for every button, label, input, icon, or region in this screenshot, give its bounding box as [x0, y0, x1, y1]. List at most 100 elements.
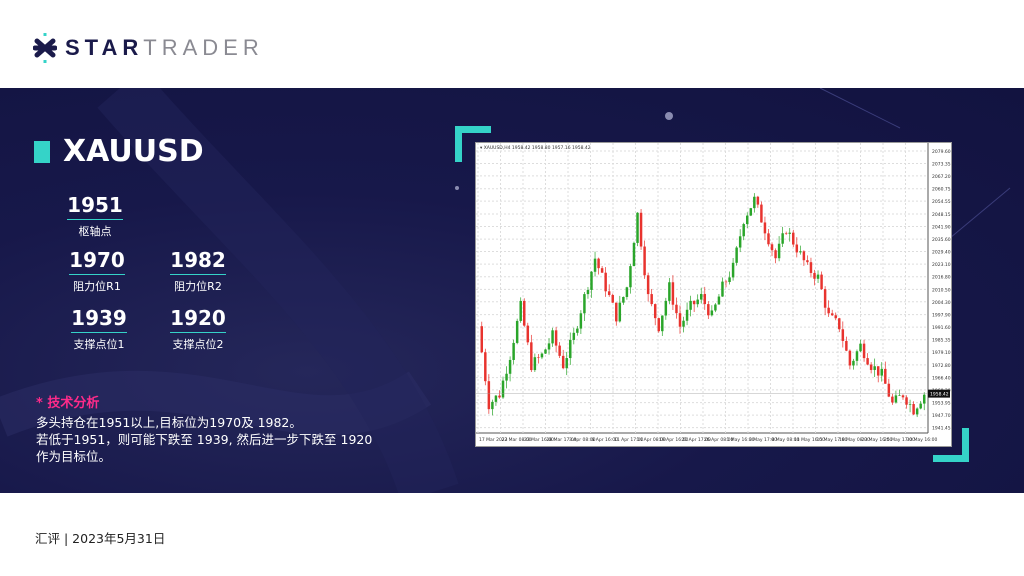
candle-body [735, 247, 738, 263]
candle-body [873, 366, 876, 370]
candle-body [583, 294, 586, 314]
candle-body [494, 395, 498, 402]
candle-body [519, 300, 522, 321]
s1-level: 1939 支撑点位1 [64, 306, 134, 352]
candle-body [561, 355, 565, 369]
candle-body [753, 196, 756, 209]
candle-body [657, 318, 660, 332]
corner-bracket [933, 455, 969, 462]
candle-body [636, 212, 639, 243]
r2-level: 1982 阻力位R2 [163, 248, 233, 294]
symbol-marker [34, 141, 50, 163]
y-tick-label: 2060.75 [932, 187, 951, 193]
x-tick-label: 23 Mar 16:00 [524, 437, 554, 443]
candle-body [530, 342, 533, 371]
level-value: 1939 [71, 306, 127, 333]
level-value: 1970 [69, 248, 125, 275]
analysis-line: 若低于1951，则可能下跌至 1939, 然后进一步下跌至 1920 [36, 432, 373, 447]
corner-bracket [455, 126, 462, 162]
candle-body [717, 296, 721, 305]
candle-body [487, 381, 491, 410]
brand-light: TRADER [143, 35, 264, 60]
x-tick-label: 17 Mar 2023 [479, 437, 508, 443]
x-tick-label: 3 Apr 08:00 [569, 437, 596, 443]
chart-header: ▾ XAUUSD,H4 1958.42 1958.80 1957.16 1958… [480, 145, 591, 151]
candle-body [788, 232, 791, 234]
candle-body [480, 326, 484, 353]
candle-body [823, 289, 827, 308]
candle-body [703, 293, 707, 305]
candle-body [668, 282, 671, 301]
candle-body [498, 395, 501, 398]
candle-body [565, 358, 568, 369]
x-tick-label: 6 Apr 16:00 [592, 437, 619, 443]
candle-body [586, 289, 590, 295]
candle-body [639, 212, 643, 247]
candle-body [912, 404, 915, 415]
x-tick-label: 26 Apr 08:00 [704, 437, 733, 443]
candle-body [746, 215, 749, 225]
x-tick-label: 18 May 08:00 [839, 437, 870, 443]
x-tick-label: 11 Apr 17:00 [614, 437, 643, 443]
candle-body [891, 396, 894, 403]
x-tick-label: 14 Apr 08:00 [637, 437, 666, 443]
candle-body [526, 325, 530, 343]
analysis-line: 多头持仓在1951以上,目标位为1970及 1982。 [36, 415, 302, 430]
candle-body [852, 360, 855, 366]
y-tick-label: 2048.15 [932, 212, 951, 218]
candle-body [523, 300, 526, 326]
candle-body [767, 233, 770, 245]
candle-body [491, 401, 494, 410]
candle-body [834, 315, 837, 319]
candle-body [760, 204, 763, 223]
candle-body [710, 310, 714, 316]
y-tick-label: 2054.55 [932, 199, 951, 205]
candle-body [600, 268, 604, 273]
candle-body [816, 274, 820, 279]
candle-body [554, 330, 558, 346]
y-tick-label: 2079.60 [932, 149, 951, 155]
chart-svg: 2079.60 2073.35 2067.20 2060.75 2054.55 2048.… [476, 143, 951, 443]
y-tick-label: 1966.40 [932, 376, 951, 382]
candle-body [597, 258, 600, 269]
candle-body [721, 281, 724, 297]
candle-body [714, 304, 717, 311]
candle-body [876, 366, 880, 376]
candle-body [777, 243, 781, 259]
corner-bracket [455, 126, 491, 133]
pivot-level: 1951 枢轴点 [60, 193, 130, 239]
y-tick-label: 2035.60 [932, 237, 951, 243]
candle-body [653, 304, 657, 319]
candle-body [540, 353, 544, 358]
y-tick-label: 2067.20 [932, 174, 951, 180]
candle-body [838, 318, 841, 330]
y-tick-label: 1985.35 [932, 338, 951, 344]
candle-body [862, 343, 866, 359]
candle-body [618, 302, 622, 322]
candle-body [646, 275, 650, 295]
candle-body [898, 395, 901, 396]
level-value: 1982 [170, 248, 226, 275]
candle-body [738, 236, 742, 248]
x-tick-label: 25 May 17:00 [884, 437, 915, 443]
y-tick-label: 2004.30 [932, 300, 951, 306]
candle-body [763, 222, 767, 234]
candle-body [799, 251, 802, 253]
x-tick-label: 22 Mar 08:00 [502, 437, 532, 443]
y-tick-label: 2029.40 [932, 250, 951, 256]
r1-level: 1970 阻力位R1 [62, 248, 132, 294]
candle-body [802, 251, 806, 261]
y-tick-label: 2010.50 [932, 287, 951, 293]
candle-body [551, 330, 554, 344]
candle-body [547, 343, 551, 350]
analysis-title: * 技术分析 [36, 396, 100, 411]
candle-body [512, 342, 515, 360]
candle-body [894, 395, 898, 403]
candle-body [505, 373, 508, 381]
candle-body [880, 368, 883, 376]
candle-body [629, 266, 632, 288]
candle-body [569, 339, 572, 359]
candle-body [537, 357, 540, 358]
candle-body [919, 403, 922, 409]
corner-bracket [962, 428, 969, 462]
